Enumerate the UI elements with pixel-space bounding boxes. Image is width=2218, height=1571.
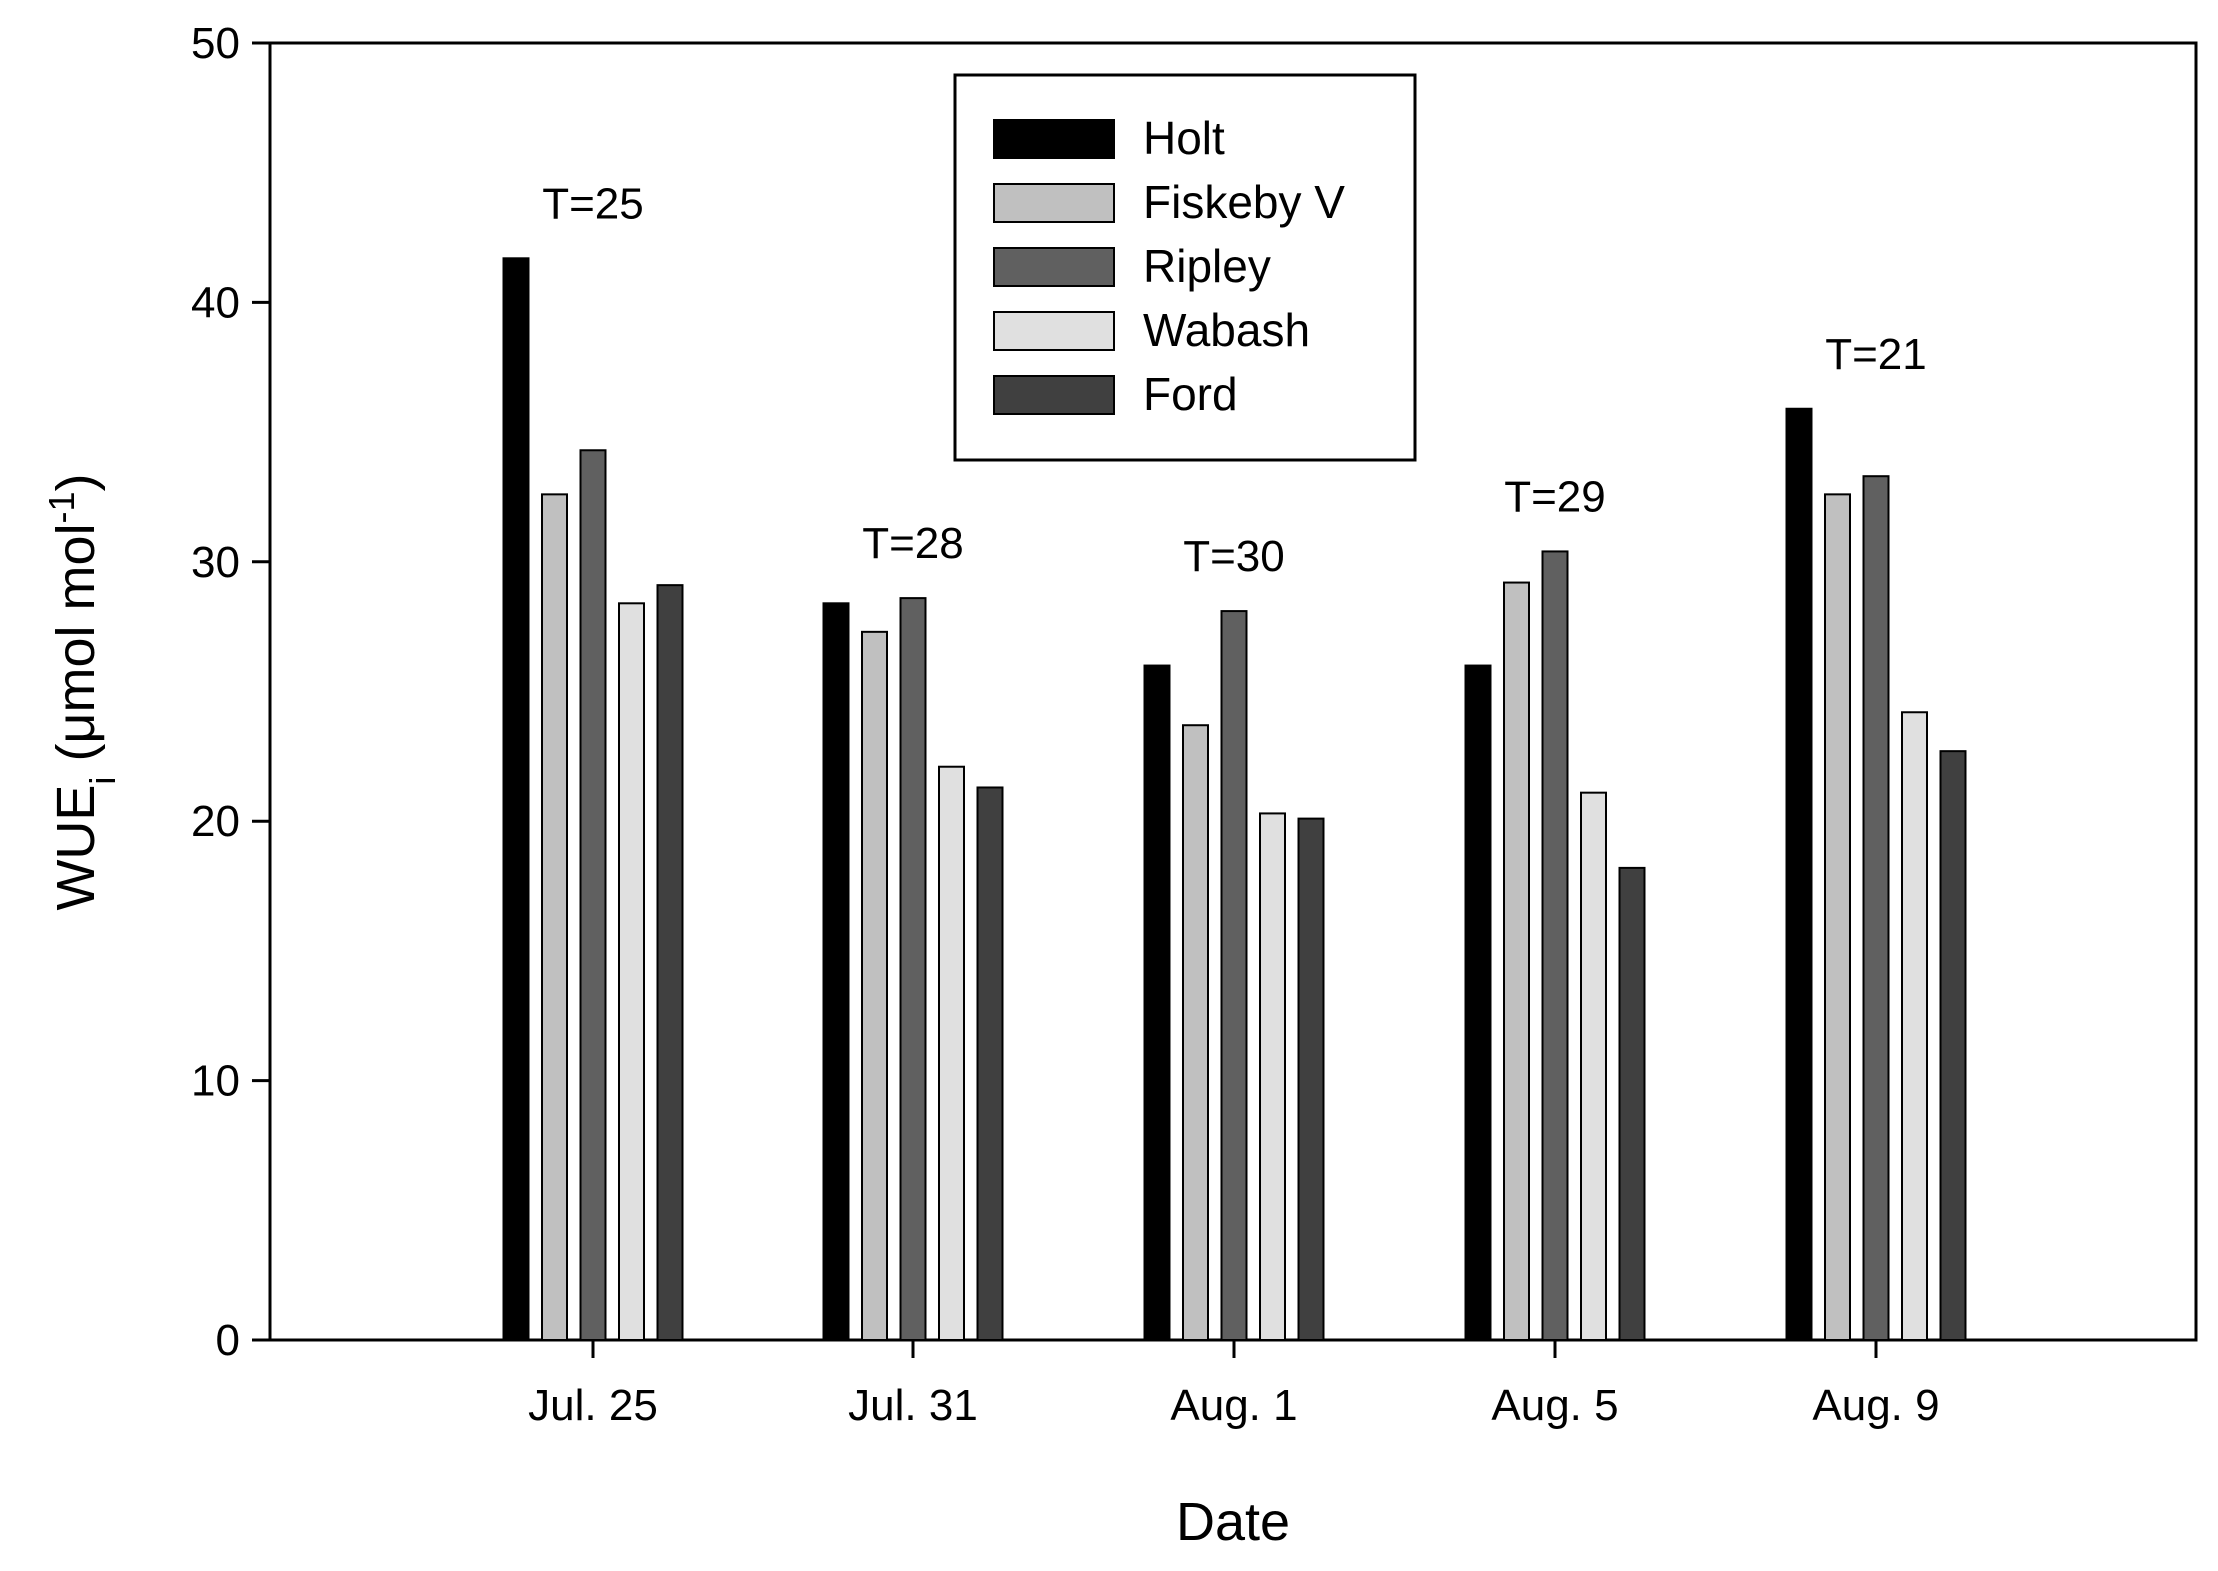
y-tick-label: 40 xyxy=(191,278,240,327)
y-axis-title-unit-open: (μmol mol xyxy=(46,523,106,776)
bar-fiskeby-v-0 xyxy=(541,493,568,1341)
bar-fiskeby-v-3 xyxy=(1503,581,1530,1341)
y-tick-label: 10 xyxy=(191,1057,240,1106)
y-tick-label: 30 xyxy=(191,538,240,587)
bar-ripley-2 xyxy=(1220,610,1248,1341)
bar-ford-2 xyxy=(1297,817,1325,1341)
bar-ripley-0 xyxy=(579,449,607,1341)
legend-label: Ford xyxy=(1143,368,1238,420)
x-tick-label: Aug. 9 xyxy=(1812,1381,1939,1430)
bar-holt-0 xyxy=(502,257,530,1341)
bar-ripley-1 xyxy=(899,597,927,1341)
legend-label: Fiskeby V xyxy=(1143,176,1345,228)
bar-holt-4 xyxy=(1785,407,1813,1341)
y-tick-label: 20 xyxy=(191,797,240,846)
bar-wabash-3 xyxy=(1580,791,1607,1341)
y-tick-label: 0 xyxy=(216,1316,240,1365)
legend-swatch-ripley xyxy=(993,247,1115,287)
legend-swatch-holt xyxy=(993,119,1115,159)
legend-swatch-fiskeby-v xyxy=(993,183,1115,223)
bar-fiskeby-v-2 xyxy=(1182,724,1209,1341)
legend-label: Ripley xyxy=(1143,240,1271,292)
bar-fiskeby-v-4 xyxy=(1824,493,1851,1341)
y-axis-title: WUEi (μmol mol-1) xyxy=(41,473,123,910)
bar-wabash-4 xyxy=(1901,711,1928,1341)
bar-group-1 xyxy=(822,597,1004,1341)
bar-holt-2 xyxy=(1143,664,1171,1341)
bar-holt-3 xyxy=(1464,664,1492,1341)
bar-group-3 xyxy=(1464,550,1646,1342)
annotation-label: T=25 xyxy=(542,179,644,228)
legend-swatch-wabash xyxy=(993,311,1115,351)
bar-group-2 xyxy=(1143,610,1325,1341)
x-tick-label: Jul. 25 xyxy=(528,1381,658,1430)
annotation-label: T=21 xyxy=(1825,330,1927,379)
y-tick-label: 50 xyxy=(191,19,240,68)
legend-label: Wabash xyxy=(1143,304,1310,356)
y-axis-title-base: WUE xyxy=(46,785,106,911)
bar-group-0 xyxy=(502,257,684,1341)
bar-fiskeby-v-1 xyxy=(861,630,888,1341)
bar-ford-4 xyxy=(1939,750,1967,1341)
bar-wabash-1 xyxy=(938,765,965,1341)
legend-swatch-ford xyxy=(993,375,1115,415)
y-axis-title-unit-close: ) xyxy=(46,473,106,491)
annotation-label: T=30 xyxy=(1183,532,1285,581)
x-tick-label: Jul. 31 xyxy=(848,1381,978,1430)
bar-holt-1 xyxy=(822,602,850,1341)
bar-ripley-3 xyxy=(1541,550,1569,1341)
annotation-label: T=29 xyxy=(1504,472,1606,521)
x-tick-label: Aug. 1 xyxy=(1170,1381,1297,1430)
bar-group-4 xyxy=(1785,407,1967,1341)
x-tick-label: Aug. 5 xyxy=(1491,1381,1618,1430)
bar-wabash-0 xyxy=(618,602,645,1341)
y-axis-title-sub: i xyxy=(82,777,123,785)
bar-wabash-2 xyxy=(1259,812,1286,1341)
legend-label: Holt xyxy=(1143,112,1225,164)
annotation-label: T=28 xyxy=(862,519,964,568)
bar-ford-3 xyxy=(1618,866,1646,1342)
y-axis-title-sup: -1 xyxy=(41,491,82,523)
bar-ford-1 xyxy=(976,786,1004,1341)
x-axis-title: Date xyxy=(1176,1492,1290,1552)
bar-ripley-4 xyxy=(1862,475,1890,1341)
bar-ford-0 xyxy=(656,584,684,1341)
